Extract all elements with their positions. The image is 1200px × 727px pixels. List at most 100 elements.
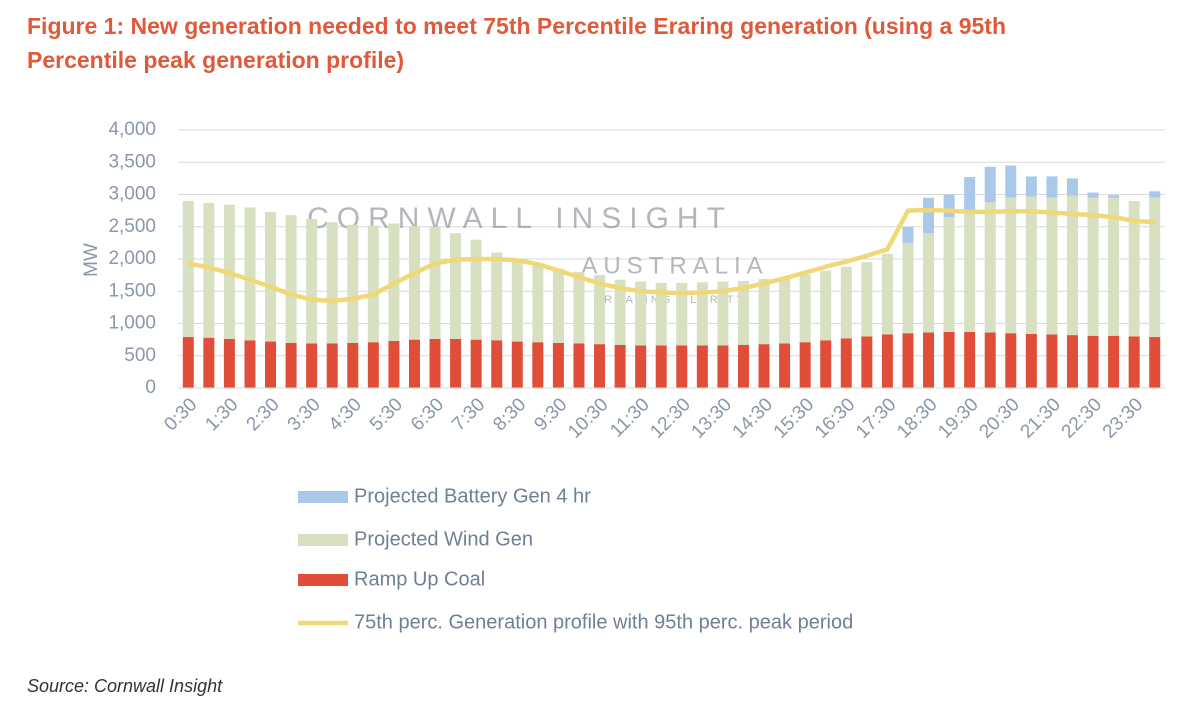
bar-segment bbox=[1149, 191, 1161, 198]
bar-segment bbox=[1025, 196, 1037, 334]
bar-segment bbox=[984, 202, 996, 333]
bar-segment bbox=[717, 281, 729, 346]
y-tick-label: 1,500 bbox=[108, 280, 156, 301]
source-note: Source: Cornwall Insight bbox=[27, 676, 223, 696]
bar-segment bbox=[244, 340, 256, 388]
bar-segment bbox=[182, 337, 194, 388]
y-tick-label: 2,500 bbox=[108, 216, 156, 237]
bar-segment bbox=[1128, 336, 1140, 388]
x-tick-label: 14:30 bbox=[729, 394, 777, 442]
bar-segment bbox=[552, 268, 564, 343]
x-tick-label: 22:30 bbox=[1058, 394, 1106, 442]
x-tick-label: 0:30 bbox=[160, 394, 201, 435]
bar-segment bbox=[655, 345, 667, 388]
bar-segment bbox=[594, 275, 606, 345]
bar-segment bbox=[820, 270, 832, 341]
bar-segment bbox=[943, 217, 955, 332]
bar-segment bbox=[1087, 335, 1099, 388]
bar-segment bbox=[799, 342, 811, 388]
bar-segment bbox=[696, 345, 708, 388]
bar-segment bbox=[223, 338, 235, 388]
x-tick-label: 3:30 bbox=[284, 394, 325, 435]
y-tick-label: 0 bbox=[145, 377, 156, 398]
bar-segment bbox=[491, 252, 503, 341]
x-tick-label: 5:30 bbox=[366, 394, 407, 435]
bar-segment bbox=[511, 341, 523, 388]
bar-segment bbox=[1025, 333, 1037, 388]
bar-segment bbox=[1046, 197, 1058, 335]
line bbox=[187, 207, 1155, 304]
y-tick-label: 2,000 bbox=[108, 248, 156, 269]
bar-segment bbox=[881, 334, 893, 388]
bar-segment bbox=[1005, 197, 1017, 334]
bar-segment bbox=[1149, 337, 1161, 388]
bar-segment bbox=[1005, 165, 1017, 198]
bar-segment bbox=[614, 344, 626, 388]
x-tick-label: 4:30 bbox=[325, 394, 366, 435]
bar-segment bbox=[1087, 192, 1099, 198]
bar-segment bbox=[429, 338, 441, 388]
x-tick-label: 6:30 bbox=[407, 394, 448, 435]
x-tick-label: 15:30 bbox=[770, 394, 818, 442]
bar-segment bbox=[840, 266, 852, 339]
bar-segment bbox=[655, 282, 667, 346]
legend-label: Projected Wind Gen bbox=[354, 528, 533, 550]
y-tick-label: 3,500 bbox=[108, 151, 156, 172]
x-tick-label: 21:30 bbox=[1017, 394, 1065, 442]
bar-segment bbox=[367, 342, 379, 388]
bar-segment bbox=[491, 340, 503, 388]
y-tick-label: 3,000 bbox=[108, 184, 156, 205]
bar-segment bbox=[779, 277, 791, 344]
bar-segment bbox=[943, 194, 955, 218]
bar-segment bbox=[1108, 335, 1120, 388]
bar-segment bbox=[367, 225, 379, 343]
bar-segment bbox=[388, 340, 400, 388]
bar-segment bbox=[265, 211, 277, 342]
bar-segment bbox=[306, 343, 318, 388]
bar-segment bbox=[861, 262, 873, 337]
bar-segment bbox=[1087, 197, 1099, 336]
bar-segment bbox=[923, 233, 935, 333]
bar-segment bbox=[1108, 197, 1120, 336]
bar-segment bbox=[203, 337, 215, 388]
bar-segment bbox=[758, 344, 770, 388]
bar-segment bbox=[614, 279, 626, 345]
x-tick-label: 17:30 bbox=[852, 394, 900, 442]
x-tick-label: 20:30 bbox=[975, 394, 1023, 442]
bar-segment bbox=[532, 342, 544, 388]
bar-segment bbox=[635, 281, 647, 346]
bar-segment bbox=[1005, 333, 1017, 388]
bar-segment bbox=[265, 341, 277, 388]
bar-segment bbox=[408, 339, 420, 388]
legend-swatch bbox=[298, 534, 348, 546]
y-axis-label: MW bbox=[81, 243, 102, 277]
chart-title: Figure 1: New generation needed to meet … bbox=[27, 13, 1006, 73]
bar-segment bbox=[902, 242, 914, 334]
x-tick-label: 13:30 bbox=[688, 394, 736, 442]
bar-segment bbox=[799, 274, 811, 343]
bar-segment bbox=[1128, 200, 1140, 337]
bar-segment bbox=[470, 239, 482, 340]
bar-segment bbox=[1108, 195, 1120, 198]
bar-segment bbox=[182, 200, 194, 338]
x-tick-label: 12:30 bbox=[646, 394, 694, 442]
legend-label: Projected Battery Gen 4 hr bbox=[354, 485, 591, 507]
bar-segment bbox=[696, 282, 708, 346]
bar-segment bbox=[347, 224, 359, 343]
x-tick-label: 1:30 bbox=[201, 394, 242, 435]
x-tick-label: 23:30 bbox=[1099, 394, 1147, 442]
bar-segment bbox=[676, 282, 688, 346]
bar-segment bbox=[902, 333, 914, 388]
bar-segment bbox=[984, 332, 996, 388]
x-tick-label: 10:30 bbox=[564, 394, 612, 442]
bar-segment bbox=[450, 233, 462, 339]
bar-segment bbox=[347, 342, 359, 388]
bar-segment bbox=[758, 278, 770, 345]
bar-segment bbox=[326, 222, 338, 344]
x-tick-label: 11:30 bbox=[606, 394, 653, 441]
bar-segment bbox=[943, 331, 955, 388]
watermark: AUSTRALIA bbox=[581, 252, 768, 279]
legend-label: 75th perc. Generation profile with 95th … bbox=[354, 611, 853, 633]
bar-segment bbox=[594, 344, 606, 388]
bar-segment bbox=[326, 343, 338, 388]
